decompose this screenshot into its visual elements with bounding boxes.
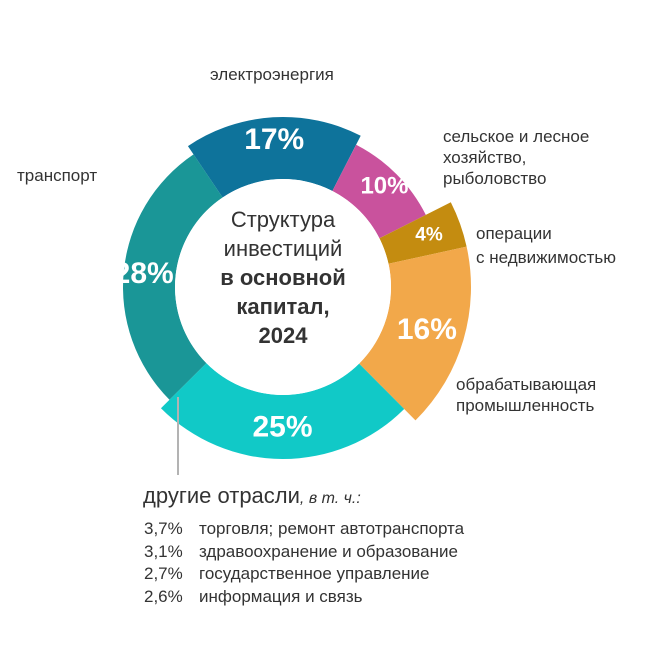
others-item-pct: 2,6%	[144, 586, 183, 606]
label-agriculture-line-2: хозяйство,	[443, 148, 527, 167]
title-line-4: капитал,	[236, 294, 330, 319]
label-manufacturing: обрабатывающая промышленность	[456, 374, 596, 416]
label-agriculture-line-1: сельское и лесное	[443, 127, 590, 146]
label-manufacturing-line-1: обрабатывающая	[456, 375, 597, 394]
label-transport: транспорт	[17, 166, 98, 185]
others-list: 3,7% торговля; ремонт автотранспорта 3,1%…	[144, 518, 464, 608]
segment-value-transport: 28%	[114, 257, 174, 290]
others-item-label: информация и связь	[199, 586, 363, 606]
others-item-pct: 3,1%	[144, 541, 183, 561]
title-line-2: инвестиций	[223, 236, 343, 261]
title-line-1: Структура	[230, 207, 336, 232]
segment-manufacturing	[359, 246, 471, 421]
others-heading-suffix: , в т. ч.:	[299, 490, 361, 507]
segment-transport	[122, 154, 223, 400]
others-item-pct: 3,7%	[144, 519, 183, 538]
segment-electricity	[187, 117, 361, 198]
title-line-5: 2024	[258, 323, 308, 348]
others-item-label: торговля; ремонт автотранспорта	[199, 519, 465, 538]
segment-value-manufacturing: 16%	[397, 313, 457, 346]
others-item-label: государственное управление	[199, 564, 430, 583]
donut-hole	[175, 179, 391, 395]
others-item: 3,1% здравоохранение и образование	[144, 541, 464, 564]
label-electricity: электроэнергия	[210, 65, 334, 84]
chart-title: Структура инвестиций в основной капитал,…	[183, 205, 383, 350]
label-agriculture-line-3: рыболовство	[443, 169, 547, 188]
segment-real-estate	[379, 202, 467, 264]
others-item: 2,7% государственное управление	[144, 563, 464, 586]
label-real-estate-line-2: с недвижимостью	[476, 248, 617, 267]
label-real-estate-line-1: операции	[476, 224, 552, 243]
others-item: 2,6% информация и связь	[144, 586, 464, 609]
segment-value-electricity: 17%	[244, 123, 304, 156]
others-heading-text: другие отрасли	[143, 483, 300, 508]
segment-value-agriculture: 10%	[360, 173, 408, 200]
others-item: 3,7% торговля; ремонт автотранспорта	[144, 518, 464, 541]
label-real-estate: операции с недвижимостью	[476, 222, 616, 270]
title-line-3: в основной	[220, 265, 346, 290]
label-agriculture: сельское и лесное хозяйство, рыболовство	[443, 126, 589, 189]
others-item-pct: 2,7%	[144, 564, 183, 583]
others-item-label: здравоохранение и образование	[199, 541, 458, 561]
segment-value-real-estate: 4%	[415, 225, 443, 246]
leader-line	[177, 397, 179, 475]
others-heading: другие отрасли, в т. ч.:	[143, 483, 361, 509]
label-manufacturing-line-2: промышленность	[456, 396, 595, 415]
segment-other-industries	[160, 363, 405, 459]
segment-agriculture	[332, 144, 426, 239]
segment-value-other-industries: 25%	[252, 410, 312, 443]
